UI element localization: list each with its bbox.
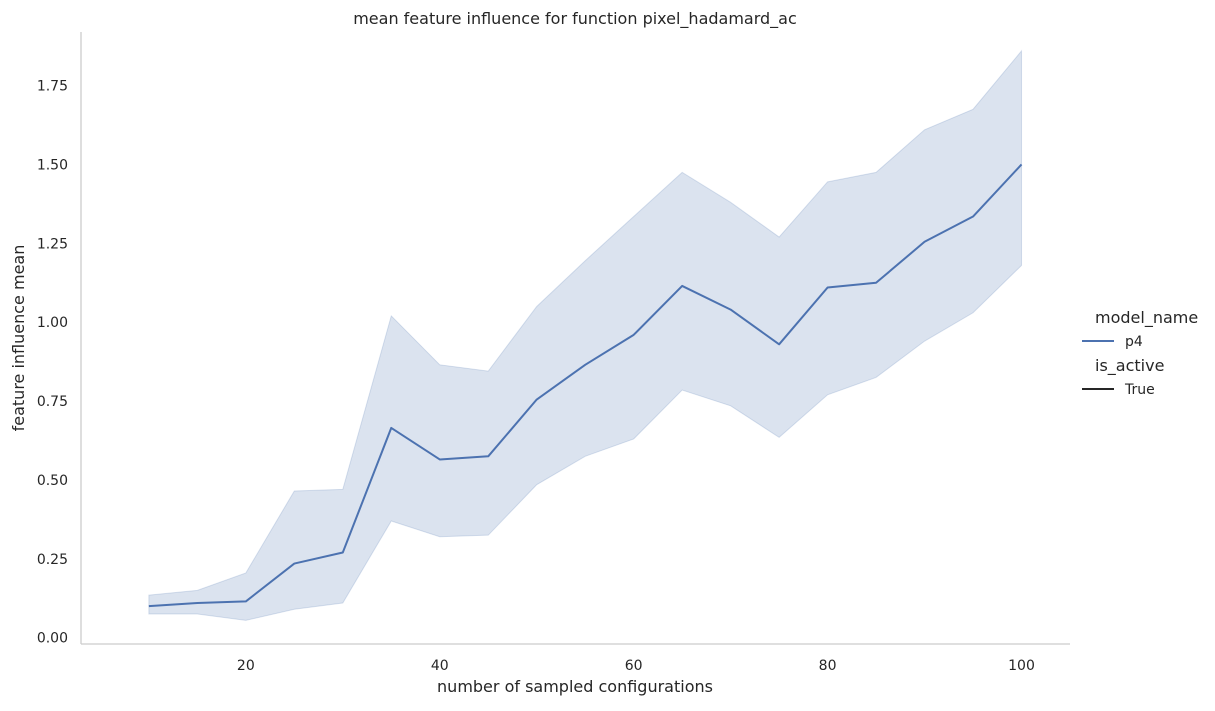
- data-point: [535, 398, 539, 402]
- data-point: [389, 426, 393, 430]
- y-tick-label: 1.00: [37, 315, 68, 331]
- data-point: [826, 286, 830, 290]
- data-point: [1020, 162, 1024, 166]
- y-tick-label: 1.75: [37, 79, 68, 95]
- data-point: [486, 454, 490, 458]
- data-point: [729, 308, 733, 312]
- legend-style-title: is_active: [1095, 356, 1164, 376]
- y-axis-label: feature influence mean: [9, 245, 28, 432]
- y-tick-label: 0.00: [37, 631, 68, 647]
- series-line-p4: [148, 163, 1023, 608]
- x-tick-labels: 20 40 60 80 100: [237, 658, 1035, 674]
- data-point: [874, 281, 878, 285]
- data-point: [971, 215, 975, 219]
- data-point: [777, 342, 781, 346]
- legend-hue-label: p4: [1125, 334, 1143, 350]
- data-point: [923, 240, 927, 244]
- y-tick-label: 0.25: [37, 552, 68, 568]
- chart-title: mean feature influence for function pixe…: [353, 9, 797, 29]
- x-tick-label: 60: [625, 658, 643, 674]
- confidence-band-layer: [148, 49, 1023, 621]
- y-tick-label: 1.50: [37, 157, 68, 173]
- data-point: [292, 562, 296, 566]
- data-point: [438, 457, 442, 461]
- x-tick-label: 80: [819, 658, 837, 674]
- data-point: [147, 604, 151, 608]
- data-point: [632, 333, 636, 337]
- data-point: [583, 363, 587, 367]
- x-tick-label: 100: [1008, 658, 1035, 674]
- confidence-band-p4: [148, 49, 1023, 621]
- y-tick-label: 0.75: [37, 394, 68, 410]
- y-tick-labels: 0.00 0.25 0.50 0.75 1.00 1.25 1.50 1.75: [37, 79, 68, 647]
- y-tick-label: 1.25: [37, 236, 68, 252]
- legend: model_name p4 is_active True: [1082, 308, 1198, 398]
- x-tick-label: 20: [237, 658, 255, 674]
- data-point: [341, 551, 345, 555]
- data-point: [244, 599, 248, 603]
- legend-hue-title: model_name: [1095, 308, 1198, 328]
- data-point: [680, 284, 684, 288]
- data-point: [195, 601, 199, 605]
- x-tick-label: 40: [431, 658, 449, 674]
- y-tick-label: 0.50: [37, 473, 68, 489]
- x-axis-label: number of sampled configurations: [437, 677, 713, 696]
- series-line-layer: [147, 162, 1024, 608]
- legend-style-label: True: [1124, 382, 1155, 398]
